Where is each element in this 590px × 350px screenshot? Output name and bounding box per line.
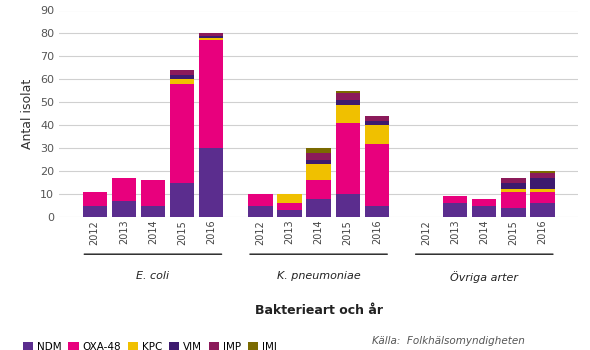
- Bar: [530, 178, 555, 189]
- Y-axis label: Antal isolat: Antal isolat: [21, 79, 34, 149]
- Bar: [199, 34, 223, 36]
- Bar: [336, 123, 360, 194]
- Bar: [530, 171, 555, 173]
- Bar: [83, 192, 107, 205]
- Bar: [141, 180, 165, 205]
- Bar: [472, 205, 496, 217]
- Bar: [365, 144, 389, 205]
- Bar: [199, 38, 223, 40]
- Bar: [530, 192, 555, 203]
- Bar: [277, 203, 301, 210]
- Bar: [336, 93, 360, 100]
- Bar: [365, 116, 389, 121]
- Bar: [472, 199, 496, 205]
- Text: K. pneumoniae: K. pneumoniae: [277, 271, 360, 281]
- Bar: [141, 205, 165, 217]
- Bar: [365, 121, 389, 125]
- Text: Bakterieart och år: Bakterieart och år: [255, 304, 382, 317]
- Bar: [170, 183, 194, 217]
- Bar: [170, 75, 194, 79]
- Bar: [306, 180, 331, 199]
- Bar: [112, 201, 136, 217]
- Bar: [306, 199, 331, 217]
- Bar: [502, 183, 526, 189]
- Bar: [199, 40, 223, 148]
- Bar: [112, 178, 136, 201]
- Bar: [336, 194, 360, 217]
- Bar: [365, 205, 389, 217]
- Bar: [336, 105, 360, 123]
- Legend: NDM, OXA-48, KPC, VIM, IMP, IMI: NDM, OXA-48, KPC, VIM, IMP, IMI: [22, 342, 277, 350]
- Bar: [170, 70, 194, 75]
- Bar: [502, 192, 526, 208]
- Bar: [443, 203, 467, 217]
- Bar: [306, 148, 331, 153]
- Bar: [443, 196, 467, 203]
- Bar: [530, 173, 555, 178]
- Bar: [248, 194, 273, 205]
- Text: Övriga arter: Övriga arter: [450, 271, 518, 282]
- Bar: [365, 125, 389, 144]
- Bar: [502, 178, 526, 183]
- Bar: [502, 208, 526, 217]
- Bar: [199, 148, 223, 217]
- Bar: [306, 153, 331, 160]
- Bar: [306, 164, 331, 180]
- Bar: [277, 194, 301, 203]
- Bar: [170, 84, 194, 183]
- Bar: [336, 91, 360, 93]
- Bar: [199, 36, 223, 38]
- Bar: [248, 205, 273, 217]
- Bar: [530, 189, 555, 192]
- Bar: [277, 210, 301, 217]
- Bar: [83, 205, 107, 217]
- Bar: [530, 203, 555, 217]
- Bar: [170, 79, 194, 84]
- Bar: [306, 160, 331, 164]
- Text: E. coli: E. coli: [136, 271, 169, 281]
- Bar: [336, 100, 360, 105]
- Text: Källa:  Folkhälsomyndigheten: Källa: Folkhälsomyndigheten: [372, 336, 525, 346]
- Bar: [502, 189, 526, 192]
